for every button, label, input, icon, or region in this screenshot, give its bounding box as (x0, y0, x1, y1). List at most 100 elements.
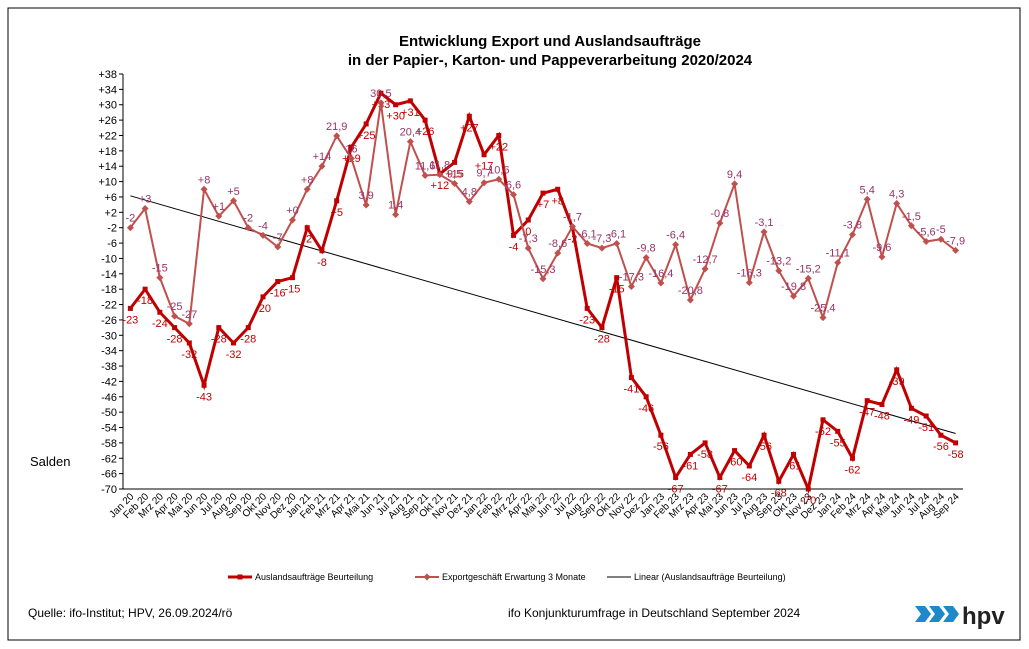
data-point (126, 224, 134, 232)
data-point (392, 211, 400, 219)
data-point (864, 398, 870, 404)
data-label: 16 (345, 144, 357, 156)
data-point (642, 254, 650, 262)
data-point (407, 98, 413, 104)
data-label: -1,5 (902, 211, 921, 223)
data-label: -6,4 (666, 230, 685, 242)
data-point (658, 432, 664, 438)
data-point (893, 199, 901, 207)
data-point (554, 249, 562, 257)
data-label: -9,8 (637, 243, 656, 255)
data-point (627, 282, 635, 290)
data-label: -8 (317, 257, 327, 269)
data-label: -0,8 (710, 208, 729, 220)
data-label: -15 (285, 284, 301, 296)
data-label: +14 (313, 151, 332, 163)
y-tick-label: -22 (101, 300, 117, 312)
y-tick-label: -38 (101, 361, 117, 373)
data-label: -7,3 (592, 233, 611, 245)
data-label: -28 (167, 334, 183, 346)
logo: hpv (915, 603, 1005, 630)
data-label: -5 (936, 224, 946, 236)
data-point (215, 212, 223, 220)
y-axis-label: Salden (30, 454, 70, 469)
data-label: -58 (697, 449, 713, 461)
data-label: -6,1 (607, 228, 626, 240)
data-point (319, 248, 325, 254)
data-label: -32 (226, 349, 242, 361)
y-tick-label: +18 (98, 146, 117, 158)
source: Quelle: ifo-Institut; HPV, 26.09.2024/rö (28, 606, 233, 620)
y-tick-label: -34 (101, 346, 117, 358)
data-point (716, 219, 724, 227)
data-point (614, 275, 620, 281)
data-point (834, 259, 842, 267)
data-point (643, 394, 649, 400)
data-label: -7,9 (946, 235, 965, 247)
data-label: -16 (270, 288, 286, 300)
data-point (524, 244, 532, 252)
data-label: +12 (431, 180, 450, 192)
data-point (200, 185, 208, 193)
y-tick-label: +34 (98, 84, 117, 96)
data-point (539, 275, 547, 283)
data-label: 21,9 (326, 121, 347, 133)
data-label: -16,4 (648, 268, 673, 280)
data-point (760, 228, 768, 236)
data-point (288, 216, 296, 224)
data-point (481, 152, 487, 158)
data-label: 10,6 (488, 164, 509, 176)
data-label: -67 (712, 483, 728, 495)
data-point (318, 162, 326, 170)
data-label: -25 (167, 301, 183, 313)
data-point (849, 455, 855, 461)
data-label: -20 (255, 303, 271, 315)
y-tick-label: -10 (101, 253, 117, 265)
data-point (495, 175, 503, 183)
data-label: -23 (579, 314, 595, 326)
data-point (953, 440, 959, 446)
data-label: -23 (122, 314, 138, 326)
data-label: +31 (401, 107, 420, 119)
data-label: -56 (653, 441, 669, 453)
data-label: +15 (445, 168, 464, 180)
data-point (790, 292, 798, 300)
y-tick-label: -30 (101, 330, 117, 342)
data-point (347, 155, 355, 163)
data-point (584, 305, 590, 311)
data-point (334, 198, 340, 204)
data-point (686, 296, 694, 304)
data-point (952, 246, 960, 254)
data-label: -39 (889, 376, 905, 388)
data-point (393, 102, 399, 108)
survey-note: ifo Konjunkturumfrage in Deutschland Sep… (508, 606, 801, 620)
y-tick-label: +22 (98, 130, 117, 142)
data-label: -61 (786, 460, 802, 472)
data-point (908, 405, 914, 411)
data-label: -7 (273, 232, 283, 244)
data-point (938, 432, 944, 438)
data-label: +30 (386, 111, 405, 123)
data-label: -3,1 (755, 217, 774, 229)
data-point (171, 312, 179, 320)
data-point (937, 235, 945, 243)
data-label: +1 (213, 201, 226, 213)
logo-arrow (929, 606, 945, 622)
data-label: -19,8 (781, 281, 806, 293)
data-point (687, 451, 693, 457)
logo-arrow (915, 606, 931, 622)
y-tick-label: -42 (101, 376, 117, 388)
data-label: -46 (638, 403, 654, 415)
data-label: +0 (286, 205, 299, 217)
data-label: -61 (682, 460, 698, 472)
data-label: -6,1 (578, 228, 597, 240)
data-point (142, 286, 148, 292)
data-point (791, 451, 797, 457)
data-label: -16,3 (737, 268, 762, 280)
y-tick-label: -50 (101, 407, 117, 419)
data-label: +8 (198, 174, 211, 186)
data-label: 1,4 (388, 200, 403, 212)
data-label: -15,2 (796, 263, 821, 275)
data-label: +26 (416, 126, 435, 138)
